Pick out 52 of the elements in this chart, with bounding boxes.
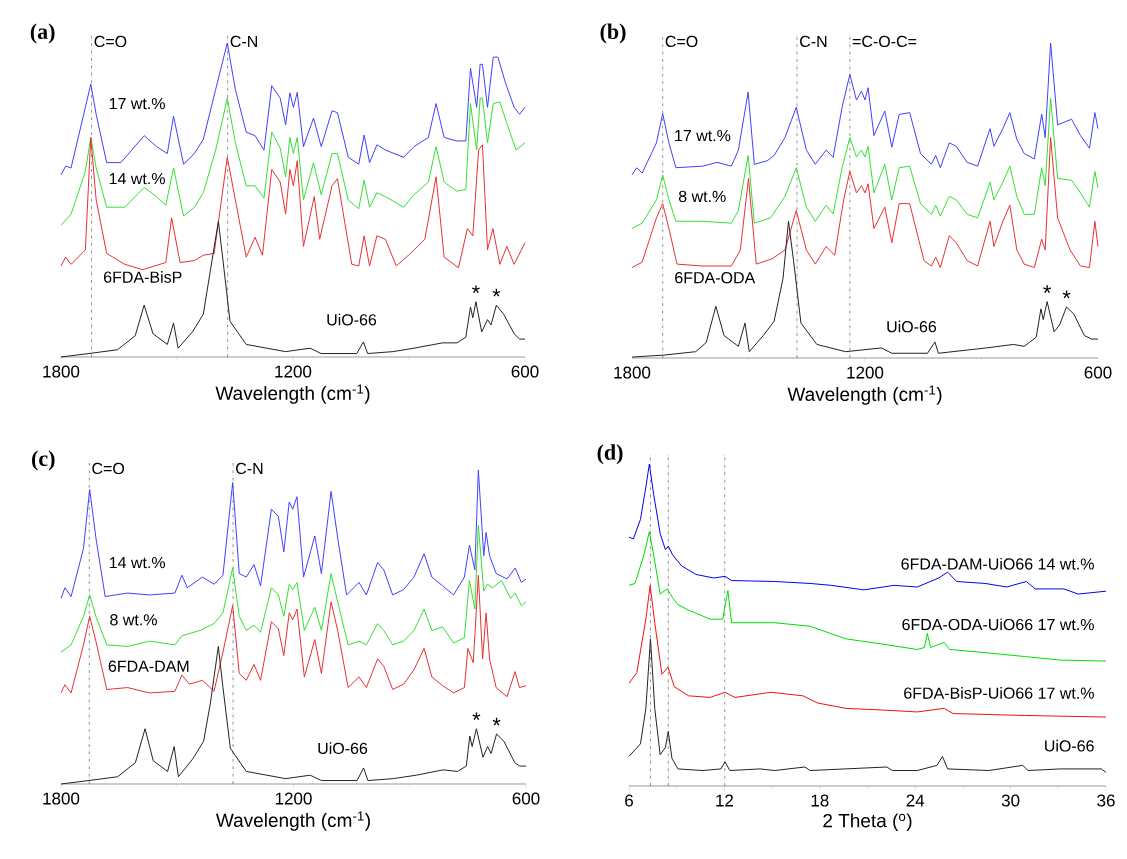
ref-line-label: C-N <box>800 35 827 48</box>
x-axis-title: 2 Theta ($^{o}$) <box>823 813 912 832</box>
chart-title: (a) <box>30 23 55 44</box>
series-label: 6FDA-BisP-UiO66 17 wt.% <box>904 687 1094 699</box>
chart-title: (b) <box>600 23 626 44</box>
x-tick-label: 1800 <box>614 366 651 379</box>
series-label: 17 wt.% <box>675 129 731 142</box>
ref-line-label: C=O <box>92 462 125 475</box>
annotation: * <box>1062 290 1071 299</box>
x-tick-label: 12 <box>716 794 733 807</box>
x-tick-label: 1200 <box>847 366 884 379</box>
x-tick-label: 600 <box>512 792 540 805</box>
x-tick-label: 36 <box>1097 794 1115 807</box>
annotation: * <box>492 717 501 726</box>
series-label: 8 wt.% <box>678 190 726 203</box>
series-label: 6FDA-BisP <box>104 271 182 283</box>
series-label: 6FDA-ODA <box>675 272 756 284</box>
x-axis-title: Wavelength (cm$^{-1}$) <box>215 384 370 404</box>
series-label: UiO-66 <box>1045 739 1094 752</box>
ref-line-label: C=O <box>94 35 127 48</box>
series-label: 6FDA-DAM <box>108 660 189 672</box>
ref-line-label: C-N <box>230 35 257 48</box>
series-label: UiO-66 <box>887 320 937 333</box>
annotation: * <box>1043 285 1052 293</box>
chart-title: (d) <box>597 444 623 465</box>
series-label: 6FDA-ODA-UiO66 17 wt.% <box>902 618 1094 631</box>
x-tick-label: 30 <box>1001 794 1020 807</box>
x-tick-label: 1800 <box>43 365 80 378</box>
series-label: UiO-66 <box>318 742 368 755</box>
ref-line-label: C=O <box>665 35 698 48</box>
x-tick-label: 6 <box>625 794 633 807</box>
x-tick-label: 1200 <box>275 365 312 378</box>
series-label: 14 wt.% <box>109 173 165 185</box>
series-label: UiO-66 <box>327 313 377 326</box>
annotation: * <box>472 712 481 721</box>
ref-line-label: C-N <box>236 462 263 475</box>
x-tick-label: 18 <box>811 794 829 807</box>
annotation: * <box>492 288 501 297</box>
ref-line-label: =C-O-C= <box>852 35 917 48</box>
x-axis-title: Wavelength (cm$^{-1}$) <box>787 385 942 405</box>
x-axis-title: Wavelength (cm$^{-1}$) <box>215 811 370 831</box>
series-label: 17 wt.% <box>109 97 165 110</box>
series-label: 14 wt.% <box>109 557 166 569</box>
x-tick-label: 600 <box>1084 366 1112 379</box>
annotation: * <box>471 285 480 294</box>
chart-title: (c) <box>32 450 55 471</box>
x-tick-label: 1800 <box>43 792 80 805</box>
series-label: 8 wt.% <box>110 614 157 626</box>
x-tick-label: 1200 <box>275 792 312 805</box>
series-label: 6FDA-DAM-UiO66 14 wt.% <box>901 557 1094 570</box>
x-tick-label: 24 <box>906 794 925 807</box>
x-tick-label: 600 <box>511 365 539 378</box>
